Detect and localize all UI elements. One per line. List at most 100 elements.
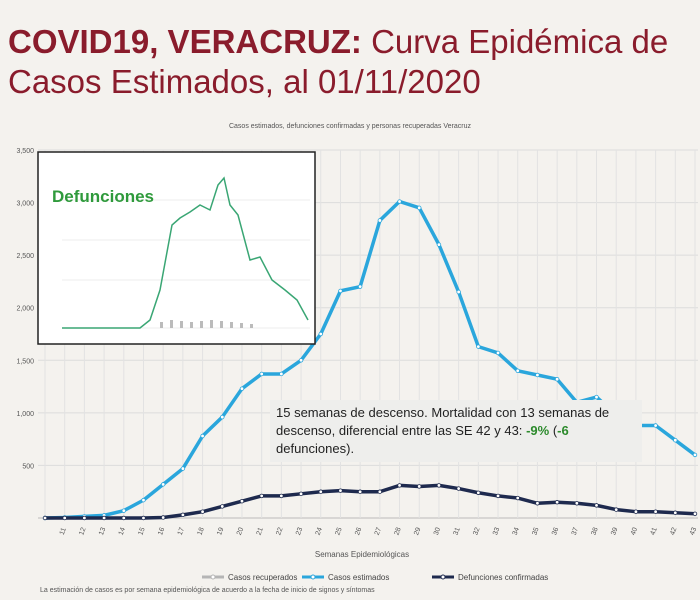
point <box>594 503 599 508</box>
legend-label: Defunciones confirmadas <box>458 573 548 582</box>
point <box>495 350 501 356</box>
point <box>653 509 658 514</box>
annotation-text: 15 semanas de descenso. Mortalidad con 1… <box>276 405 610 438</box>
point <box>62 515 67 521</box>
x-tick-label: 26 <box>354 527 363 537</box>
point <box>141 497 146 503</box>
title-rest: Curva Epidémica de Casos Estimados, al 0… <box>8 23 669 100</box>
legend-dot <box>440 574 446 580</box>
x-tick-label: 22 <box>275 527 284 537</box>
x-tick-label: 37 <box>571 527 580 537</box>
point <box>318 331 323 337</box>
point <box>82 515 87 521</box>
point <box>673 437 678 443</box>
inset-bars <box>160 320 253 328</box>
y-tick-label: 2,500 <box>16 253 34 260</box>
point <box>515 368 520 373</box>
x-tick-label: 31 <box>453 527 462 537</box>
x-tick-label: 43 <box>689 527 698 537</box>
point <box>692 452 698 458</box>
x-tick-label: 33 <box>492 527 501 537</box>
point <box>476 344 481 349</box>
x-tick-label: 42 <box>669 527 678 537</box>
point <box>653 423 658 428</box>
point <box>338 288 343 294</box>
point <box>239 386 245 391</box>
point <box>42 515 48 521</box>
point <box>279 493 284 499</box>
x-tick-label: 41 <box>650 527 659 537</box>
x-tick-label: 24 <box>315 527 324 537</box>
point <box>180 512 186 518</box>
point <box>417 484 422 489</box>
x-tick-label: 20 <box>236 527 245 537</box>
point <box>377 218 383 223</box>
legend: Casos recuperados Casos estimados Defuncio… <box>202 573 548 582</box>
legend-dot <box>210 574 216 580</box>
point <box>141 515 146 521</box>
x-tick-label: 32 <box>472 527 481 537</box>
point <box>160 482 166 487</box>
point <box>456 289 461 295</box>
x-tick-label: 38 <box>590 527 599 537</box>
x-tick-label: 21 <box>256 527 265 537</box>
x-tick-label: 18 <box>197 527 206 537</box>
x-tick-label: 19 <box>216 527 225 537</box>
point <box>535 501 540 506</box>
legend-label: Casos recuperados <box>228 573 297 582</box>
point <box>298 358 304 363</box>
point <box>121 515 126 521</box>
inset: Defunciones <box>37 151 316 345</box>
legend-dot <box>310 574 316 580</box>
point <box>594 394 599 400</box>
point <box>417 205 422 211</box>
y-tick-label: 3,000 <box>16 201 34 208</box>
point <box>692 511 698 516</box>
legend-label: Casos estimados <box>328 573 389 582</box>
annotation-open: ( <box>552 423 558 438</box>
x-tick-label: 35 <box>531 527 540 537</box>
inset-title: Defunciones <box>52 187 154 206</box>
point <box>298 491 304 497</box>
annotation-close: defunciones). <box>276 441 355 456</box>
footnote: La estimación de casos es por semana epi… <box>40 587 375 594</box>
series-line <box>45 483 696 520</box>
point <box>456 486 461 491</box>
point <box>377 489 383 494</box>
x-tick-label: 25 <box>334 527 343 537</box>
y-tick-label: 1,000 <box>16 411 34 418</box>
series-line <box>44 199 697 520</box>
x-tick-label: 27 <box>374 527 383 537</box>
point <box>357 284 363 289</box>
point <box>574 501 580 506</box>
y-tick-label: 500 <box>22 463 34 470</box>
inset-curve <box>62 176 309 329</box>
x-tick-label: 13 <box>98 527 107 537</box>
y-tick-label: 3,500 <box>16 148 34 155</box>
point <box>554 500 560 505</box>
point <box>535 372 540 378</box>
x-tick-label: 16 <box>157 527 166 537</box>
x-tick-label: 11 <box>59 527 68 536</box>
point <box>180 466 186 471</box>
x-tick-label: 28 <box>394 527 403 537</box>
y-tick-label: 2,000 <box>16 306 34 313</box>
lines <box>42 199 698 521</box>
point <box>554 377 560 382</box>
x-tick-label: 30 <box>433 527 442 537</box>
x-axis-label: Semanas Epidemiológicas <box>315 550 409 559</box>
point <box>259 493 264 499</box>
x-tick-label: 23 <box>295 527 304 537</box>
point <box>436 483 442 488</box>
point <box>436 242 442 247</box>
point <box>515 495 520 501</box>
title: COVID19, VERACRUZ: Curva Epidémica de Ca… <box>8 22 688 102</box>
point <box>259 371 264 377</box>
annotation-pct: -9% <box>526 423 550 438</box>
point <box>279 371 284 377</box>
title-bold: COVID19, VERACRUZ: <box>8 23 362 60</box>
x-tick-label: 39 <box>610 527 619 537</box>
annotation-num: -6 <box>557 423 569 438</box>
point <box>200 509 205 514</box>
